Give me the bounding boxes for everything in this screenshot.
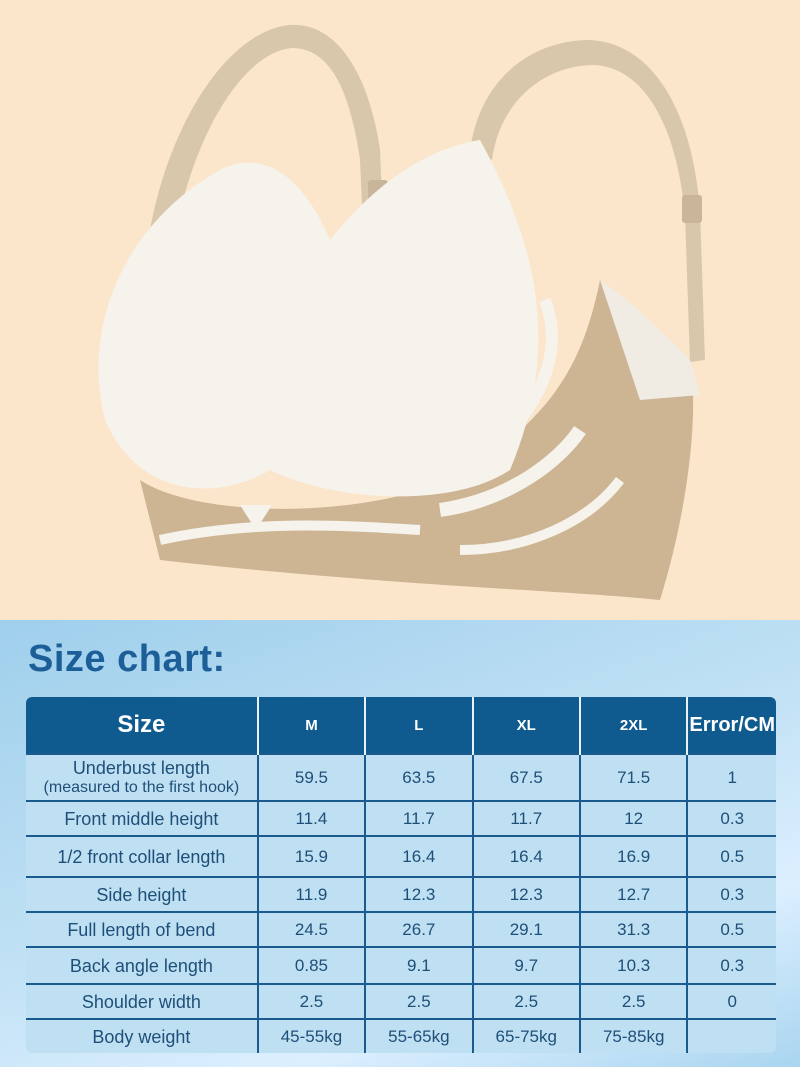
table-cell: 2.5	[364, 983, 474, 1020]
row-label-text: Underbust length	[72, 757, 210, 778]
table-cell: 1	[686, 753, 776, 802]
row-label-text: Full length of bend	[67, 919, 216, 940]
row-label: Back angle length	[26, 946, 259, 985]
header-m: M	[256, 697, 366, 754]
table-cell: 12.3	[471, 876, 581, 913]
header-xl: XL	[471, 697, 580, 754]
row-label: Side height	[26, 876, 259, 913]
table-cell: 45-55kg	[256, 1018, 367, 1053]
row-label: 1/2 front collar length	[26, 835, 259, 878]
header-error-cm: Error/CM	[686, 697, 776, 754]
bra-illustration	[98, 24, 705, 600]
table-row: Back angle length 0.85 9.1 9.7 10.3 0.3	[26, 946, 776, 985]
row-label-text: Shoulder width	[81, 991, 201, 1012]
table-cell: 15.9	[256, 835, 367, 878]
table-cell: 11.7	[471, 800, 581, 837]
table-cell: 2.5	[256, 983, 367, 1020]
table-row: Underbust length (measured to the first h…	[26, 753, 776, 802]
table-row: 1/2 front collar length 15.9 16.4 16.4 16.9 0…	[26, 835, 776, 878]
table-cell: 11.4	[256, 800, 367, 837]
table-cell: 2.5	[471, 983, 581, 1020]
header-l: L	[364, 697, 473, 754]
row-label: Underbust length (measured to the first h…	[26, 753, 259, 802]
table-cell: 0.3	[686, 876, 776, 913]
table-row: Front middle height 11.4 11.7 11.7 12 0.3	[26, 800, 776, 837]
size-chart-section: Size chart: Size M L XL 2XL Error/CM Und…	[0, 620, 800, 1067]
table-cell: 24.5	[256, 911, 367, 948]
table-row: Side height 11.9 12.3 12.3 12.7 0.3	[26, 876, 776, 913]
table-cell: 12	[578, 800, 689, 837]
table-row: Body weight 45-55kg 55-65kg 65-75kg 75-85kg	[26, 1018, 776, 1053]
row-label-text: Body weight	[92, 1026, 191, 1047]
row-label-text: Front middle height	[64, 808, 219, 829]
row-sublabel: (measured to the first hook)	[43, 778, 240, 796]
table-cell: 0.85	[256, 946, 367, 985]
table-cell: 0.3	[686, 946, 776, 985]
table-row: Full length of bend 24.5 26.7 29.1 31.3 0.5	[26, 911, 776, 948]
row-label: Shoulder width	[26, 983, 259, 1020]
table-cell: 10.3	[578, 946, 689, 985]
row-label: Body weight	[26, 1018, 259, 1053]
table-cell: 29.1	[471, 911, 581, 948]
table-cell: 63.5	[364, 753, 474, 802]
row-label-text: Side height	[96, 884, 187, 905]
table-cell: 9.1	[364, 946, 474, 985]
size-table: Size M L XL 2XL Error/CM Underbust lengt…	[24, 695, 778, 1055]
table-header-row: Size M L XL 2XL Error/CM	[26, 697, 776, 754]
table-cell: 16.4	[364, 835, 474, 878]
table-cell: 0.5	[686, 835, 776, 878]
table-cell: 12.3	[364, 876, 474, 913]
product-photo	[0, 0, 800, 620]
table-row: Shoulder width 2.5 2.5 2.5 2.5 0	[26, 983, 776, 1020]
table-cell: 11.9	[256, 876, 367, 913]
table-cell: 0	[686, 983, 776, 1020]
header-2xl: 2XL	[578, 697, 688, 754]
header-size: Size	[26, 697, 258, 754]
table-cell: 9.7	[471, 946, 581, 985]
size-chart-title: Size chart:	[28, 638, 226, 680]
table-cell: 67.5	[471, 753, 581, 802]
row-label-text: Back angle length	[69, 955, 213, 976]
row-label-text: 1/2 front collar length	[57, 846, 226, 867]
table-cell: 59.5	[256, 753, 367, 802]
table-cell: 75-85kg	[578, 1018, 689, 1053]
table-cell: 11.7	[364, 800, 474, 837]
table-cell: 55-65kg	[364, 1018, 474, 1053]
table-cell: 12.7	[578, 876, 689, 913]
table-cell: 26.7	[364, 911, 474, 948]
table-cell: 0.5	[686, 911, 776, 948]
table-cell: 16.4	[471, 835, 581, 878]
table-cell: 65-75kg	[471, 1018, 581, 1053]
table-cell: 0.3	[686, 800, 776, 837]
table-cell: 16.9	[578, 835, 689, 878]
row-label: Full length of bend	[26, 911, 259, 948]
table-cell: 31.3	[578, 911, 689, 948]
table-cell: 2.5	[578, 983, 689, 1020]
table-cell	[686, 1018, 776, 1053]
row-label: Front middle height	[26, 800, 259, 837]
table-cell: 71.5	[578, 753, 689, 802]
